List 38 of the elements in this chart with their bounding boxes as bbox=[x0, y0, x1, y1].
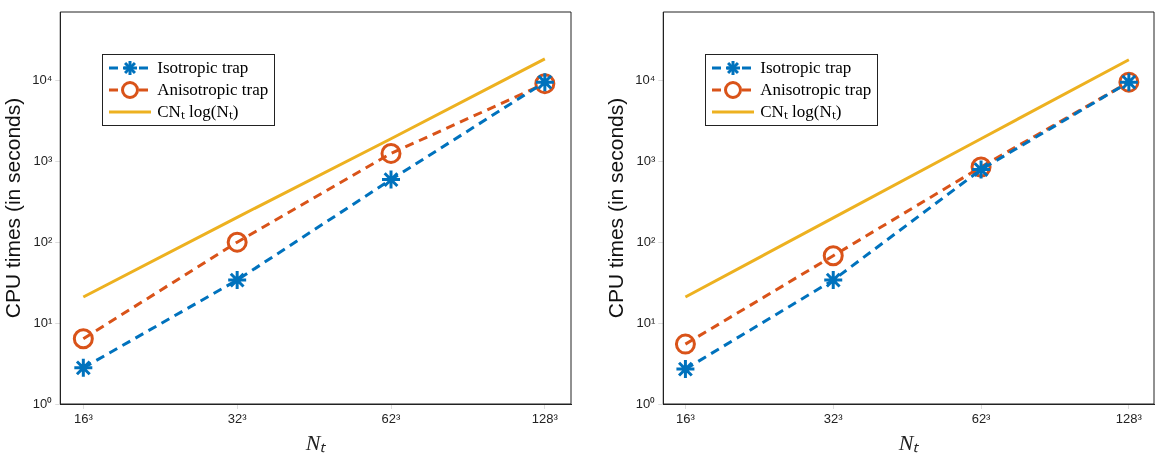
legend-label: Isotropic trap bbox=[157, 57, 249, 79]
point bbox=[380, 142, 402, 164]
point bbox=[72, 328, 94, 350]
y-tick-label: 10⁴ bbox=[635, 71, 656, 87]
y-axis-title: CPU times (in seconds) bbox=[604, 97, 628, 319]
legend-label: Anisotropic trap bbox=[157, 79, 269, 101]
y-tick-label: 10² bbox=[33, 233, 53, 249]
y-tick-label: 10⁴ bbox=[32, 71, 53, 87]
legend-label: Isotropic trap bbox=[760, 57, 852, 79]
y-axis-title: CPU times (in seconds) bbox=[1, 97, 25, 319]
x-tick-label: 16³ bbox=[676, 411, 696, 427]
y-tick-label: 10² bbox=[636, 233, 656, 249]
y-tick-label: 10¹ bbox=[33, 314, 53, 330]
x-axis-title: Nₜ bbox=[304, 429, 328, 455]
point bbox=[674, 333, 696, 355]
point bbox=[226, 231, 248, 253]
point bbox=[72, 357, 94, 379]
y-tick-label: 10³ bbox=[636, 152, 656, 168]
y-tick-label: 10⁰ bbox=[32, 395, 53, 411]
x-tick-label: 128³ bbox=[1115, 411, 1143, 427]
point bbox=[226, 269, 248, 291]
point bbox=[822, 245, 844, 267]
x-axis-title: Nₜ bbox=[897, 429, 921, 455]
y-tick-label: 10³ bbox=[33, 152, 53, 168]
point bbox=[822, 269, 844, 291]
x-tick-label: 62³ bbox=[971, 411, 992, 427]
x-tick-label: 16³ bbox=[73, 411, 94, 427]
y-tick-label: 10¹ bbox=[636, 314, 656, 330]
x-tick-label: 32³ bbox=[227, 411, 248, 427]
legend-label: CNₜ log(Nₜ) bbox=[760, 101, 842, 123]
point bbox=[674, 358, 696, 380]
x-tick-label: 32³ bbox=[823, 411, 844, 427]
legend-label: Anisotropic trap bbox=[760, 79, 872, 101]
x-tick-label: 62³ bbox=[381, 411, 402, 427]
legend-label: CNₜ log(Nₜ) bbox=[157, 101, 239, 123]
y-tick-label: 10⁰ bbox=[635, 395, 656, 411]
x-tick-label: 128³ bbox=[531, 411, 559, 427]
point bbox=[380, 169, 402, 191]
